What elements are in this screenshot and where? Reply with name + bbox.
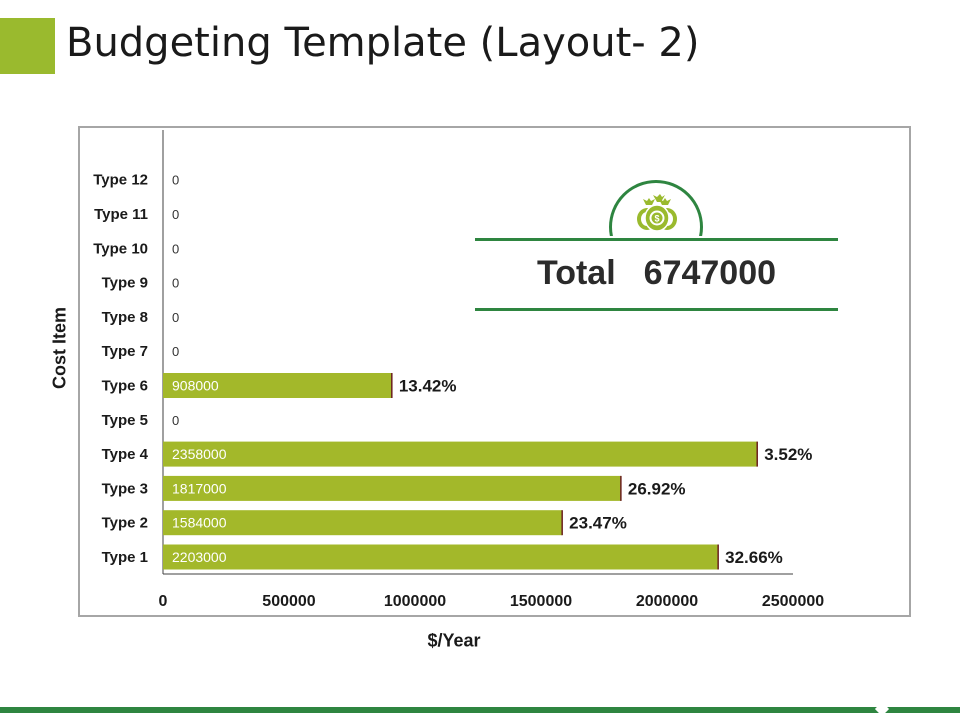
category-label: Type 8 [102,309,148,326]
y-axis-label: Cost Item [49,306,70,390]
total-divider-top [475,238,838,241]
bar-value-label: 2358000 [172,446,227,462]
bar-value-label: 0 [172,241,179,256]
category-label: Type 12 [93,172,148,189]
bar-value-label: 0 [172,207,179,222]
category-label: Type 10 [93,240,148,257]
bar-percent-label: 32.66% [725,548,783,567]
x-tick-label: 2500000 [762,593,824,610]
chart-frame [78,126,911,617]
bar-percent-label: 3.52% [764,445,812,464]
bar-percent-label: 13.42% [399,377,457,396]
x-tick-label: 1000000 [384,593,446,610]
category-label: Type 1 [102,549,148,566]
bar-value-label: 0 [172,413,179,428]
x-axis-label: $/Year [427,630,481,651]
category-label: Type 7 [102,343,148,360]
title-accent-square [0,18,55,74]
bar [163,441,758,467]
category-label: Type 2 [102,515,148,532]
total-value: 6747000 [643,254,777,292]
bar-percent-label: 26.92% [628,479,686,498]
bar-value-label: 908000 [172,378,219,394]
bar-value-label: 1817000 [172,480,227,496]
x-tick-label: 2000000 [636,593,698,610]
category-label: Type 6 [102,378,148,395]
total-panel: $ Total 6747000 [475,180,838,312]
bar-value-label: 0 [172,276,179,291]
bar-value-label: 1584000 [172,515,227,531]
total-divider-bottom [475,308,838,311]
bar-value-label: 0 [172,344,179,359]
bar-value-label: 0 [172,173,179,188]
total-label: Total [536,254,616,292]
bar-percent-label: 23.47% [569,514,627,533]
bar-value-label: 2203000 [172,549,227,565]
money-bags-icon: $ [637,194,677,232]
category-label: Type 11 [94,206,148,223]
bar [163,544,719,570]
page-title: Budgeting Template (Layout- 2) [66,20,700,66]
bar [163,475,621,501]
x-tick-label: 0 [159,593,168,610]
bar-value-label: 0 [172,310,179,325]
category-label: Type 5 [102,412,148,429]
category-label: Type 3 [102,480,148,497]
footer-bar [0,707,960,713]
bar [163,510,563,536]
bar [163,373,392,398]
x-tick-label: 1500000 [510,593,572,610]
category-label: Type 9 [102,275,148,292]
total-readout: Total 6747000 [475,254,838,293]
x-tick-label: 500000 [262,593,315,610]
svg-text:$: $ [654,214,659,224]
category-label: Type 4 [102,446,149,463]
